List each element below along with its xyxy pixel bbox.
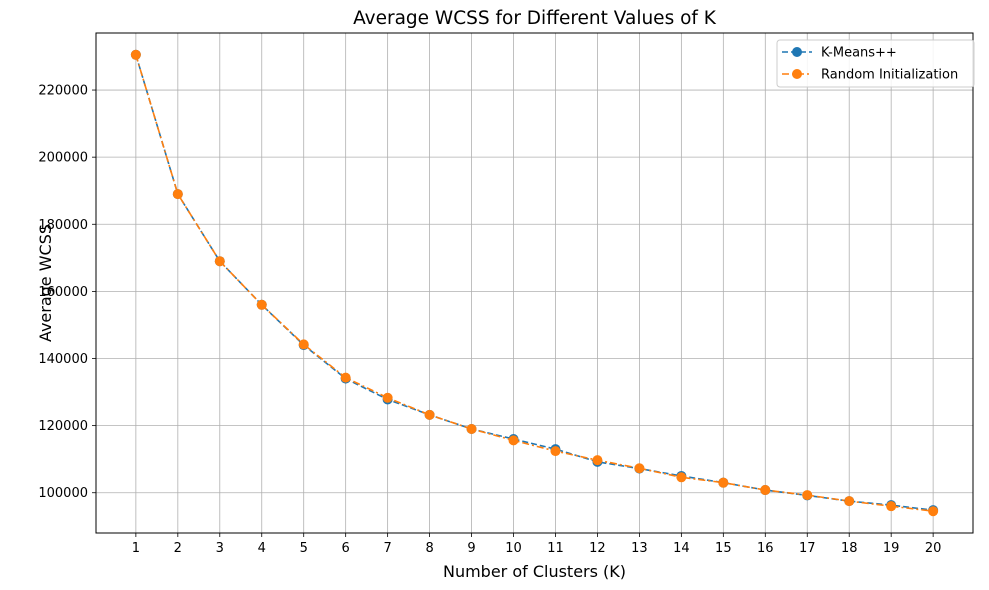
legend-swatch-marker-kmeans [792, 47, 802, 57]
data-point-series-1 [172, 189, 183, 200]
legend: K-Means++ Random Initialization [776, 39, 975, 88]
data-point-series-1 [466, 423, 477, 434]
data-point-series-1 [256, 299, 267, 310]
x-tick-label: 2 [174, 541, 182, 556]
x-tick-label: 15 [715, 541, 732, 556]
x-tick-label: 13 [631, 541, 648, 556]
data-point-series-1 [760, 485, 771, 496]
plot-area-frame [95, 32, 974, 534]
x-tick-label: 9 [467, 541, 475, 556]
legend-label-kmeans: K-Means++ [821, 46, 897, 61]
data-point-series-1 [340, 372, 351, 383]
x-tick-label: 8 [425, 541, 433, 556]
y-tick-label: 100000 [38, 486, 88, 501]
x-tick-label: 1 [132, 541, 140, 556]
data-point-series-1 [718, 477, 729, 488]
data-point-series-1 [508, 435, 519, 446]
x-tick-label: 12 [589, 541, 606, 556]
legend-swatch-marker-random [792, 69, 802, 79]
legend-label-random: Random Initialization [821, 68, 958, 83]
x-tick-label: 3 [216, 541, 224, 556]
x-tick-label: 18 [841, 541, 858, 556]
data-point-series-1 [886, 501, 897, 512]
y-axis-title: Average WCSS [36, 224, 55, 342]
y-tick-label: 220000 [38, 84, 88, 99]
data-point-series-1 [928, 506, 939, 517]
data-point-series-1 [802, 490, 813, 501]
data-point-series-1 [634, 463, 645, 474]
y-tick-label: 140000 [38, 352, 88, 367]
x-tick-label: 10 [505, 541, 522, 556]
x-tick-label: 11 [547, 541, 564, 556]
x-tick-label: 16 [757, 541, 774, 556]
x-tick-label: 5 [300, 541, 308, 556]
data-point-series-1 [130, 49, 141, 60]
x-tick-label: 6 [342, 541, 350, 556]
y-tick-label: 120000 [38, 419, 88, 434]
data-point-series-1 [214, 256, 225, 267]
x-tick-label: 20 [925, 541, 942, 556]
data-point-series-1 [382, 392, 393, 403]
series-line-0 [135, 54, 934, 511]
data-point-series-1 [676, 472, 687, 483]
x-tick-label: 19 [883, 541, 900, 556]
x-tick-label: 7 [383, 541, 391, 556]
y-tick-label: 160000 [38, 285, 88, 300]
data-point-series-1 [844, 496, 855, 507]
y-tick-label: 180000 [38, 218, 88, 233]
y-tick-label: 200000 [38, 151, 88, 166]
series-layer [130, 49, 939, 517]
x-tick-label: 4 [258, 541, 266, 556]
x-axis-title: Number of Clusters (K) [443, 562, 626, 581]
data-point-series-1 [550, 446, 561, 457]
chart-title: Average WCSS for Different Values of K [353, 8, 717, 29]
data-point-series-1 [592, 455, 603, 466]
data-point-series-1 [424, 409, 435, 420]
grid-lines [96, 33, 973, 533]
x-tick-label: 17 [799, 541, 816, 556]
axis-ticks: 1 2 3 4 5 6 7 8 9 10 11 12 13 14 15 16 17 18 19 20100000120… [38, 84, 941, 556]
data-point-series-1 [298, 339, 309, 350]
x-tick-label: 14 [673, 541, 690, 556]
legend-box [776, 39, 975, 88]
series-line-1 [135, 54, 934, 512]
